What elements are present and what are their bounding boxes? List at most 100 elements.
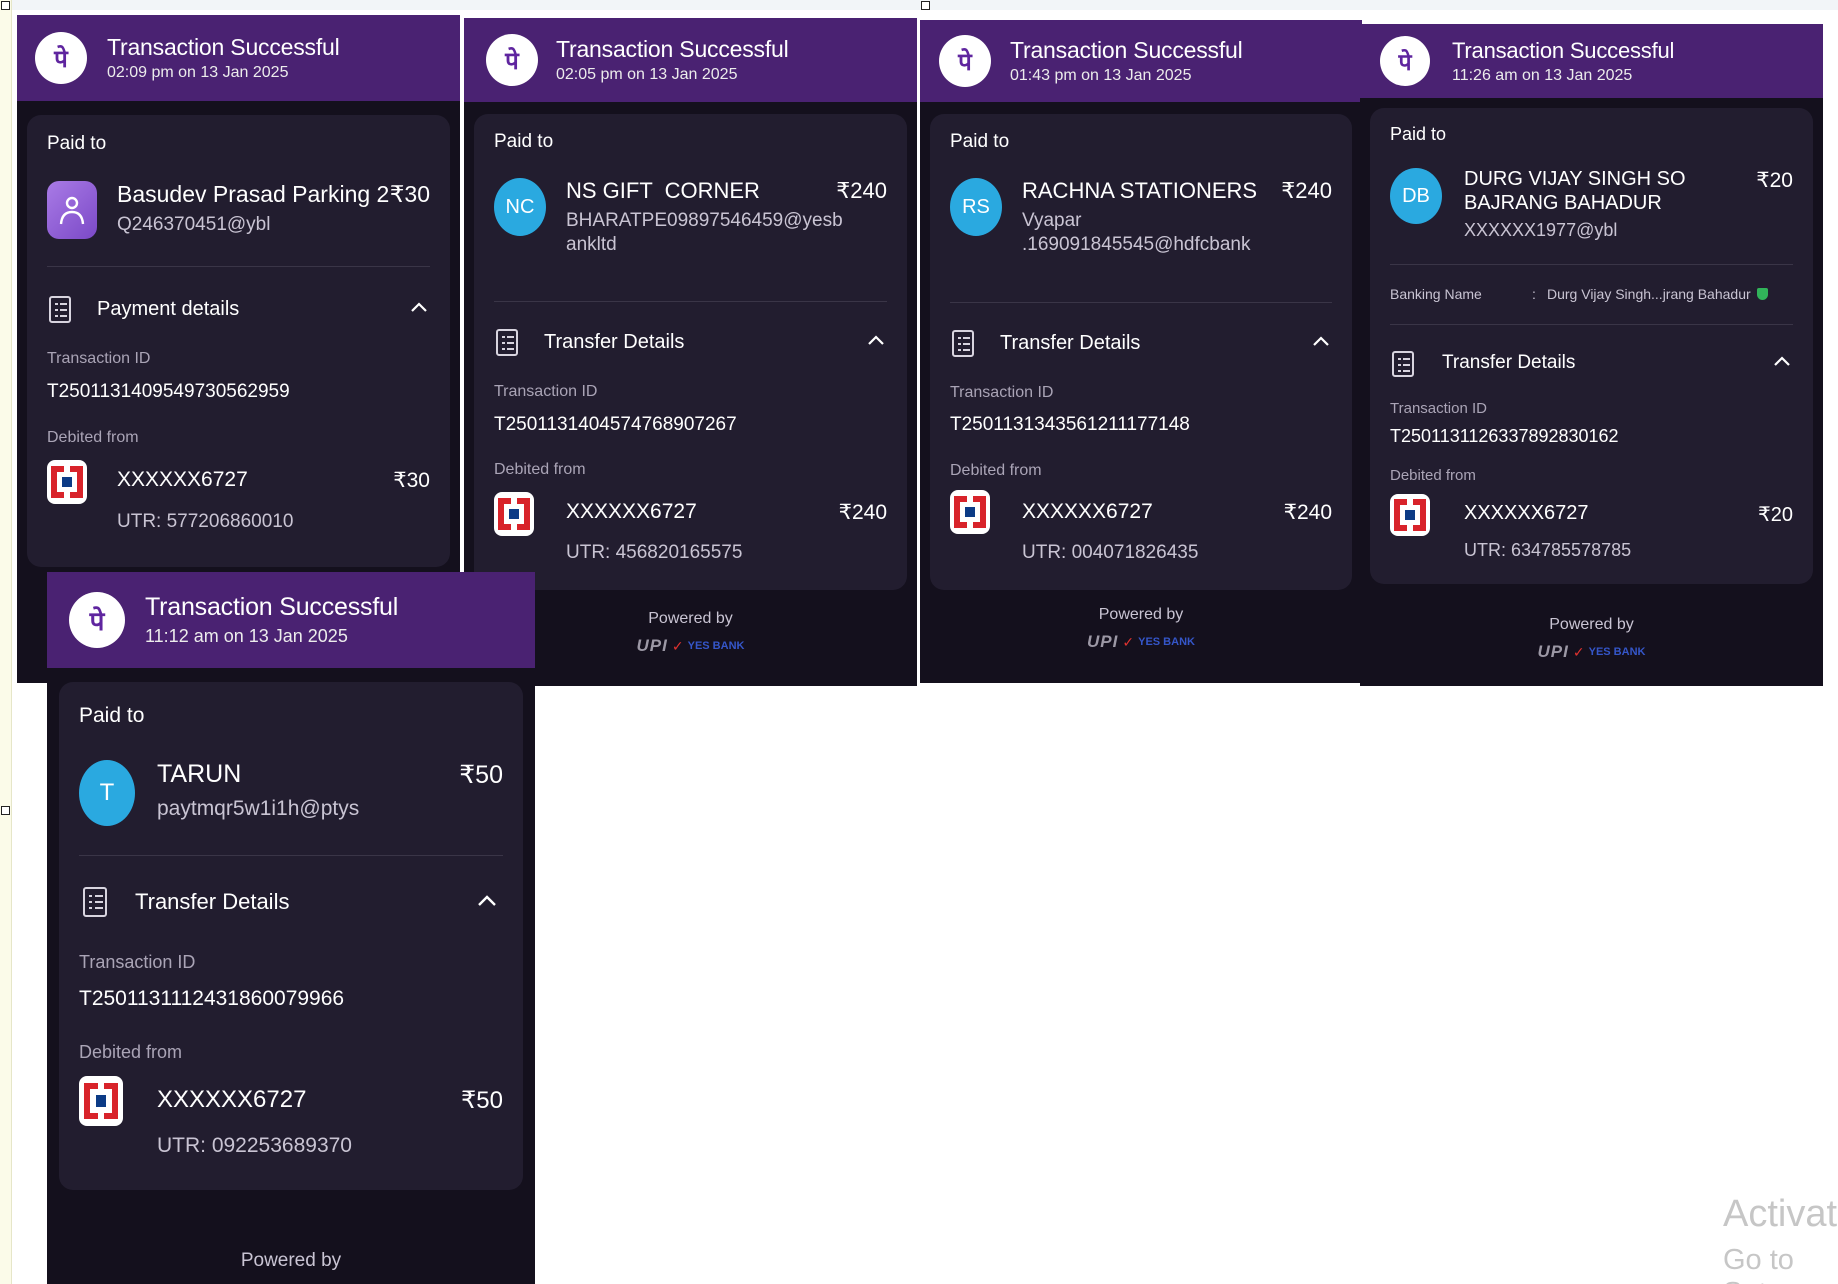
receipt-panel-4: पे Transaction Successful 11:26 am on 13… <box>1360 24 1823 686</box>
status-title: Transaction Successful <box>1452 37 1675 63</box>
check-icon: ✓ <box>1122 633 1135 650</box>
phonepe-logo-icon: पे <box>1380 36 1430 86</box>
banking-name-label: Banking Name <box>1390 286 1482 302</box>
debited-account: XXXXXX6727 <box>157 1086 307 1113</box>
phonepe-logo-icon: पे <box>69 592 125 648</box>
hdfc-bank-logo-icon <box>494 492 534 536</box>
banking-name-value: Durg Vijay Singh...jrang Bahadur <box>1547 286 1751 302</box>
transaction-id-label: Transaction ID <box>494 383 598 400</box>
transaction-id: T2501131112431860079966 <box>79 987 345 1010</box>
details-section-toggle[interactable]: Transfer Details <box>1442 352 1576 373</box>
selection-handle[interactable] <box>1 806 10 815</box>
utr-number: UTR: 577206860010 <box>117 511 294 532</box>
transaction-time: 02:05 pm on 13 Jan 2025 <box>556 66 738 83</box>
transaction-id: T2501131404574768907267 <box>494 414 737 435</box>
utr-number: UTR: 634785578785 <box>1464 540 1632 560</box>
chevron-up-icon[interactable] <box>1312 335 1330 347</box>
divider <box>1390 264 1793 265</box>
receipt-panel-2: पे Transaction Successful 02:05 pm on 13… <box>464 18 917 686</box>
transaction-time: 01:43 pm on 13 Jan 2025 <box>1010 67 1192 84</box>
payee-avatar: DB <box>1390 168 1442 224</box>
bank-name: YES BANK <box>1588 646 1646 658</box>
receipt-card: Paid to RS RACHNA STATIONERS Vyapar .169… <box>930 114 1352 590</box>
details-section-toggle[interactable]: Payment details <box>97 298 240 320</box>
receipt-header: पे Transaction Successful 11:26 am on 13… <box>1360 24 1823 98</box>
debited-account: XXXXXX6727 <box>117 468 248 491</box>
status-title: Transaction Successful <box>1010 37 1243 63</box>
transaction-id-label: Transaction ID <box>79 952 196 972</box>
paid-amount: ₹20 <box>1756 169 1793 192</box>
receipt-panel-5: पे Transaction Successful 11:12 am on 13… <box>47 572 535 1284</box>
chevron-up-icon[interactable] <box>410 301 428 313</box>
receipt-card: Paid to NC NS GIFT CORNER BHARATPE098975… <box>474 114 907 590</box>
details-section-toggle[interactable]: Transfer Details <box>1000 332 1141 354</box>
utr-number: UTR: 456820165575 <box>566 542 743 563</box>
divider <box>1390 324 1793 325</box>
debit-amount: ₹20 <box>1758 504 1793 526</box>
selection-handle[interactable] <box>921 1 930 10</box>
editor-margin-strip <box>0 0 12 1284</box>
phonepe-logo-icon: पे <box>486 34 538 86</box>
paid-to-label: Paid to <box>950 131 1010 152</box>
payee-upi-id-cont: .169091845545@hdfcbank <box>1022 234 1251 255</box>
paid-amount: ₹30 <box>389 181 430 207</box>
check-icon: ✓ <box>671 637 684 654</box>
payee-avatar <box>47 181 97 239</box>
verified-shield-icon <box>1756 288 1768 300</box>
receipt-header: पे Transaction Successful 01:43 pm on 13… <box>920 20 1362 102</box>
banking-name-row: Durg Vijay Singh...jrang Bahadur <box>1547 286 1768 302</box>
payee-name: TARUN <box>157 760 242 788</box>
chevron-up-icon[interactable] <box>867 334 885 346</box>
paid-to-label: Paid to <box>79 704 145 727</box>
transaction-id-label: Transaction ID <box>47 350 151 367</box>
payee-upi-id: Vyapar <box>1022 210 1082 231</box>
payee-upi-id: XXXXXX1977@ybl <box>1464 220 1618 240</box>
phonepe-logo-icon: पे <box>939 35 991 87</box>
transaction-id: T2501131409549730562959 <box>47 381 290 402</box>
debited-from-label: Debited from <box>1390 467 1476 484</box>
person-icon <box>59 196 85 225</box>
details-section-toggle[interactable]: Transfer Details <box>135 889 290 914</box>
payee-name: RACHNA STATIONERS <box>1022 178 1258 203</box>
paid-amount: ₹50 <box>459 761 503 789</box>
receipt-card: Paid to Basudev Prasad Parking 2 Q246370… <box>27 115 450 567</box>
powered-by-label: Powered by <box>240 1250 342 1271</box>
receipt-header: पे Transaction Successful 11:12 am on 13… <box>47 572 535 668</box>
transaction-time: 02:09 pm on 13 Jan 2025 <box>107 64 289 81</box>
bank-name: YES BANK <box>687 640 745 652</box>
receipt-card: Paid to DB DURG VIJAY SINGH SO BAJRANG B… <box>1370 108 1813 584</box>
debited-account: XXXXXX6727 <box>1464 502 1589 524</box>
banking-name-separator: : <box>1532 286 1536 302</box>
powered-by-label: Powered by <box>648 610 733 627</box>
upi-logo: UPI <box>1087 632 1119 651</box>
utr-number: UTR: 092253689370 <box>157 1134 352 1157</box>
debited-from-label: Debited from <box>47 429 139 446</box>
transaction-time: 11:26 am on 13 Jan 2025 <box>1452 66 1633 84</box>
transaction-id-label: Transaction ID <box>950 384 1054 401</box>
chevron-up-icon[interactable] <box>1773 355 1791 367</box>
debited-from-label: Debited from <box>494 461 586 478</box>
divider <box>47 266 430 267</box>
activation-watermark-sub: Go to Set <box>1723 1244 1794 1284</box>
debit-amount: ₹30 <box>393 469 430 492</box>
selection-handle[interactable] <box>1 1 10 10</box>
hdfc-bank-logo-icon <box>1390 494 1430 536</box>
payee-upi-id: paytmqr5w1i1h@ptys <box>157 797 360 820</box>
receipt-panel-1: पे Transaction Successful 02:09 pm on 13… <box>17 15 460 683</box>
payee-avatar: T <box>79 760 135 826</box>
debited-from-label: Debited from <box>950 462 1042 479</box>
utr-number: UTR: 004071826435 <box>1022 542 1199 563</box>
paid-amount: ₹240 <box>836 178 887 203</box>
payee-name: Basudev Prasad Parking 2 <box>117 181 390 207</box>
receipt-panel-3: पे Transaction Successful 01:43 pm on 13… <box>920 20 1362 683</box>
upi-logo: UPI <box>1537 642 1569 661</box>
payee-avatar: NC <box>494 178 546 236</box>
phonepe-logo-icon: पे <box>35 32 87 84</box>
payee-upi-id: Q246370451@ybl <box>117 214 271 235</box>
chevron-up-icon[interactable] <box>477 894 497 907</box>
details-section-toggle[interactable]: Transfer Details <box>544 331 685 353</box>
receipt-list-icon <box>496 329 518 356</box>
paid-to-label: Paid to <box>1390 124 1447 144</box>
transaction-id: T2501131343561211177148 <box>950 414 1190 435</box>
debit-amount: ₹240 <box>838 501 887 524</box>
